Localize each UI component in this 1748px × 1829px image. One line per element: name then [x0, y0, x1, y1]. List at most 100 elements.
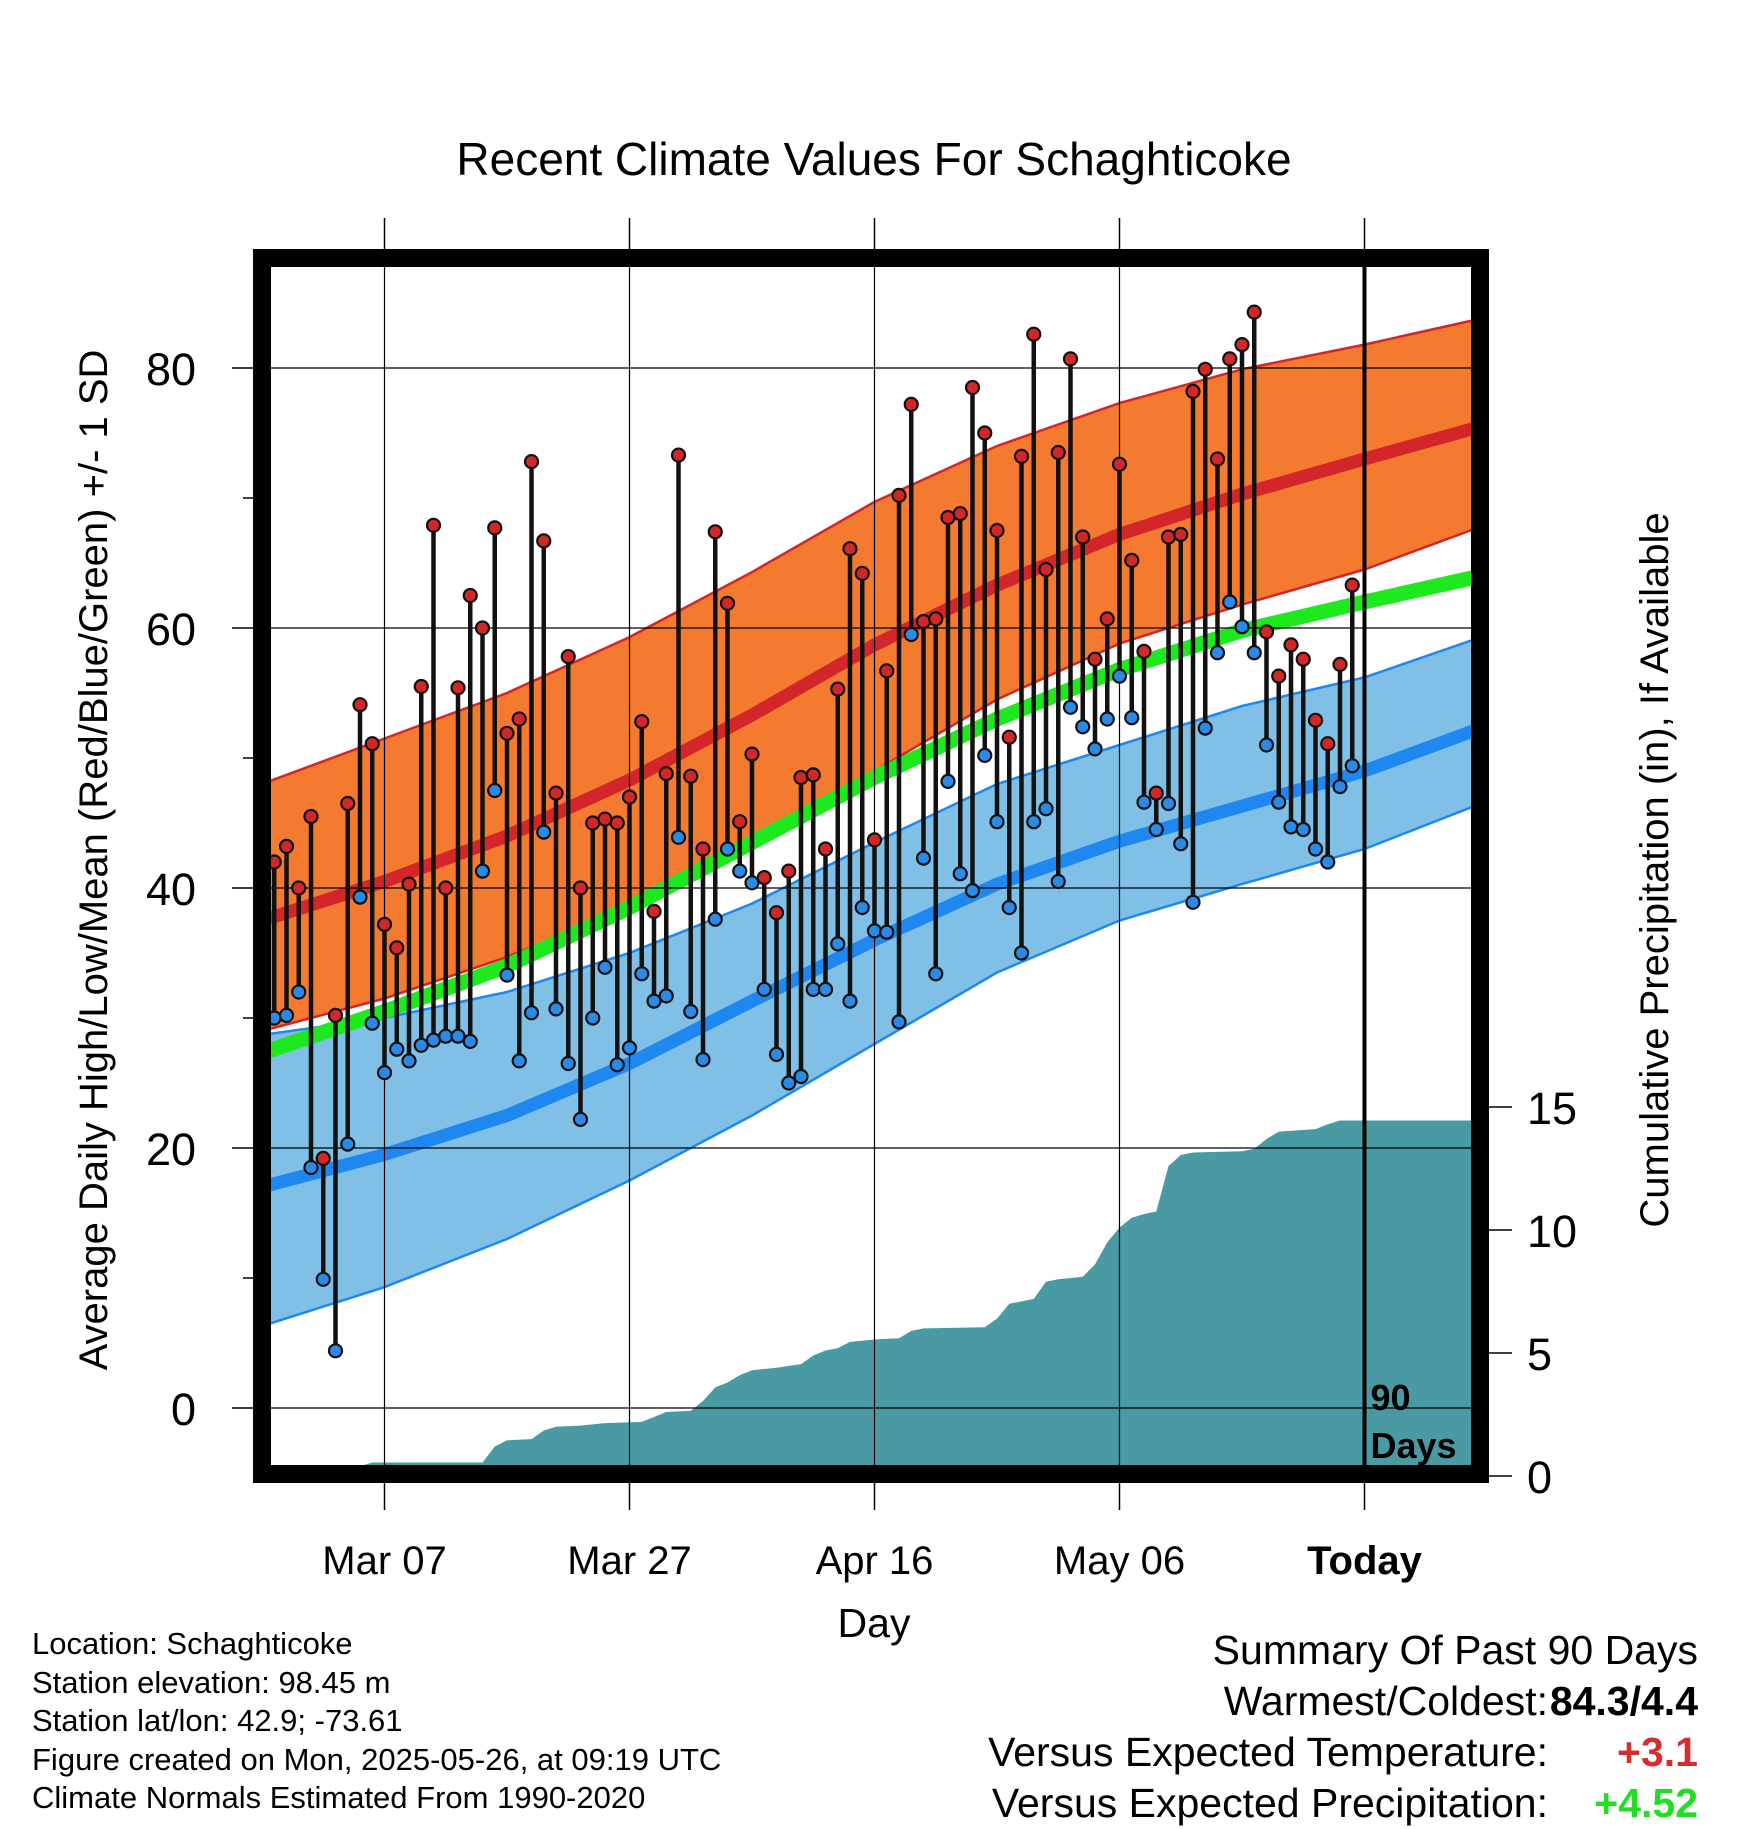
daily-high-point — [1148, 785, 1164, 801]
daily-high-point — [548, 785, 564, 801]
daily-low-point — [732, 863, 748, 879]
daily-high-point — [658, 765, 674, 782]
daily-low-point — [1344, 758, 1360, 774]
daily-high-point — [940, 509, 956, 526]
daily-low-point — [891, 1014, 907, 1030]
daily-low-point — [1234, 619, 1250, 635]
daily-high-point — [793, 769, 809, 786]
daily-high-point — [1295, 651, 1311, 667]
daily-high-point — [952, 505, 968, 522]
warmest-coldest-row: Warmest/Coldest: 84.3/4.4 — [988, 1676, 1698, 1727]
daily-low-point — [1026, 814, 1042, 830]
daily-high-point — [1307, 712, 1324, 728]
daily-high-point — [413, 678, 429, 695]
daily-high-point — [1320, 736, 1336, 752]
daily-low-point — [1124, 710, 1140, 726]
daily-high-point — [670, 447, 687, 463]
x-tick-label: Today — [1307, 1539, 1423, 1583]
daily-low-point — [572, 1111, 589, 1128]
daily-high-point — [854, 565, 870, 582]
daily-high-point — [683, 768, 699, 784]
daily-low-point — [1013, 945, 1030, 961]
daily-high-point — [487, 520, 503, 536]
daily-low-point — [548, 1001, 564, 1017]
daily-high-point — [989, 522, 1005, 539]
daily-low-point — [781, 1075, 797, 1091]
daily-low-point — [707, 911, 723, 927]
daily-low-point — [389, 1041, 405, 1057]
daily-low-point — [474, 863, 491, 879]
plot-area: 90 Days — [262, 258, 1480, 1474]
daily-high-point — [781, 863, 797, 879]
daily-low-point — [940, 773, 956, 790]
daily-low-point — [315, 1271, 331, 1287]
summary-heading: Summary Of Past 90 Days — [1212, 1627, 1698, 1673]
daily-low-point — [609, 1057, 625, 1073]
daily-high-point — [560, 648, 576, 665]
daily-low-point — [695, 1051, 711, 1068]
daily-high-point — [1160, 529, 1177, 545]
precip-departure-value: +4.52 — [1594, 1780, 1698, 1826]
daily-high-point — [425, 517, 442, 533]
daily-low-point — [842, 993, 858, 1009]
daily-high-point — [1075, 529, 1091, 545]
daily-low-point — [1295, 821, 1311, 838]
daily-high-point — [1087, 651, 1103, 667]
y2-tick-label: 0 — [1527, 1452, 1552, 1503]
daily-low-point — [1332, 778, 1348, 795]
daily-low-point — [646, 993, 662, 1009]
daily-low-point — [1246, 645, 1262, 661]
daily-low-point — [327, 1343, 344, 1359]
daily-low-point — [928, 966, 944, 982]
daily-high-point — [462, 587, 478, 604]
daily-high-point — [1344, 577, 1360, 593]
daily-low-point — [634, 966, 650, 982]
today-days-label: Days — [1371, 1425, 1457, 1466]
daily-high-point — [719, 595, 736, 611]
daily-high-point — [732, 814, 748, 830]
daily-low-point — [1173, 836, 1189, 852]
y2-tick-label: 15 — [1527, 1083, 1577, 1134]
daily-low-point — [1001, 899, 1017, 916]
daily-low-point — [511, 1053, 527, 1069]
daily-low-point — [1283, 819, 1299, 835]
daily-low-point — [450, 1028, 466, 1044]
daily-low-point — [1050, 873, 1066, 890]
daily-low-point — [1111, 668, 1128, 684]
daily-low-point — [1271, 794, 1287, 810]
daily-high-point — [707, 524, 723, 540]
daily-low-point — [1160, 795, 1177, 812]
daily-high-point — [891, 487, 907, 503]
daily-low-point — [1148, 821, 1164, 838]
daily-high-point — [340, 795, 356, 812]
warmest-coldest-label: Warmest/Coldest: — [1223, 1678, 1548, 1724]
daily-high-point — [291, 880, 307, 896]
daily-high-point — [536, 533, 552, 549]
daily-low-point — [376, 1064, 393, 1081]
x-axis-label: Day — [838, 1600, 911, 1646]
daily-low-point — [658, 988, 674, 1004]
daily-low-point — [719, 841, 736, 857]
station-info: Location: Schaghticoke Station elevation… — [32, 1625, 721, 1818]
x-tick-label: Mar 27 — [567, 1539, 692, 1583]
daily-low-point — [1099, 711, 1115, 727]
daily-low-point — [303, 1159, 319, 1176]
daily-high-point — [756, 869, 772, 886]
daily-high-point — [977, 425, 993, 441]
daily-high-point — [511, 711, 527, 727]
daily-low-point — [1185, 894, 1201, 910]
daily-high-point — [1038, 561, 1054, 578]
daily-high-point — [327, 1007, 344, 1024]
daily-low-point — [560, 1055, 576, 1072]
y-tick-label: 80 — [146, 344, 196, 395]
y-tick-label: 40 — [146, 864, 196, 915]
daily-low-point — [499, 967, 515, 983]
daily-high-point — [1136, 643, 1152, 660]
daily-low-point — [340, 1136, 356, 1152]
daily-high-point — [1013, 448, 1030, 464]
daily-high-point — [376, 916, 393, 933]
chart-title: Recent Climate Values For Schaghticoke — [456, 133, 1291, 185]
daily-low-point — [278, 1007, 295, 1024]
daily-low-point — [1136, 794, 1152, 810]
